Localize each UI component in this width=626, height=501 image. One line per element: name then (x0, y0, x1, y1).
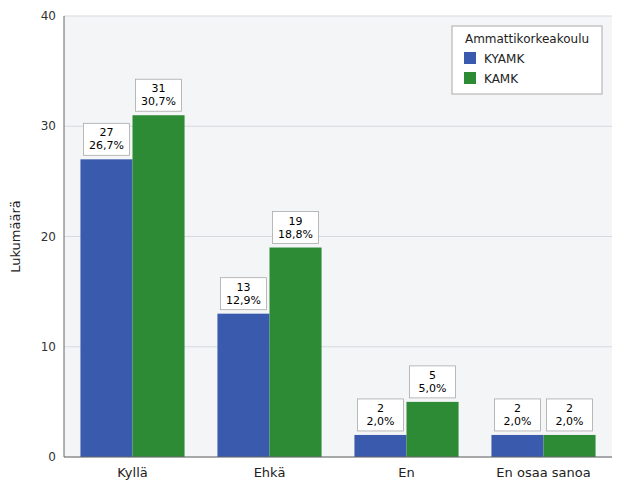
bar (133, 115, 185, 457)
data-label: 1312,9% (226, 281, 261, 307)
data-label-box (220, 278, 266, 310)
data-label: 22,0% (503, 402, 531, 428)
legend-swatch (464, 72, 476, 84)
data-label-box (547, 399, 593, 431)
data-label-line: 18,8% (278, 228, 313, 241)
data-label: 55,0% (419, 369, 447, 395)
bar (491, 435, 543, 457)
data-label-line: 30,7% (141, 95, 176, 108)
data-label: 22,0% (556, 402, 584, 428)
x-tick-label: Ehkä (254, 465, 286, 480)
data-label-box (357, 399, 403, 431)
data-label-line: 2 (377, 402, 384, 415)
legend-title: Ammattikorkeakoulu (465, 32, 589, 46)
data-label-line: 2,0% (503, 415, 531, 428)
data-label-line: 2,0% (366, 415, 394, 428)
bar (544, 435, 596, 457)
data-label-line: 13 (236, 281, 250, 294)
data-label-line: 31 (152, 82, 166, 95)
y-axis-label: Lukumäärä (8, 200, 23, 273)
data-label-line: 5,0% (419, 382, 447, 395)
bar (354, 435, 406, 457)
bar (80, 159, 132, 457)
data-label-line: 2,0% (556, 415, 584, 428)
data-label-line: 12,9% (226, 294, 261, 307)
y-tick-label: 20 (41, 230, 56, 244)
data-label-line: 26,7% (89, 139, 124, 152)
x-tick-label: En (398, 465, 414, 480)
data-label-line: 27 (99, 126, 113, 139)
legend-swatch (464, 52, 476, 64)
x-tick-label: Kyllä (117, 465, 147, 480)
data-label: 3130,7% (141, 82, 176, 108)
grid-line (64, 16, 612, 17)
data-label-box (273, 212, 319, 244)
x-tick-label: En osaa sanoa (496, 465, 590, 480)
data-label: 22,0% (366, 402, 394, 428)
bar (217, 314, 269, 457)
data-label-line: 5 (429, 369, 436, 382)
bars (80, 115, 595, 457)
legend-label: KYAMK (484, 52, 525, 66)
y-tick-label: 30 (41, 119, 56, 133)
data-label-box (410, 366, 456, 398)
legend-label: KAMK (484, 72, 519, 86)
bar (270, 248, 322, 457)
x-axis-line (64, 457, 612, 458)
data-label-line: 2 (514, 402, 521, 415)
plot-area (64, 16, 612, 457)
data-label-box (83, 123, 129, 155)
data-label-box (494, 399, 540, 431)
page: {"chart_data": { "type": "bar", "categor… (0, 0, 626, 501)
legend-box (452, 26, 602, 94)
data-label: 2726,7% (89, 126, 124, 152)
y-axis-line (64, 16, 65, 457)
data-label-line: 19 (289, 215, 303, 228)
y-tick-label: 0 (48, 450, 56, 464)
y-tick-label: 40 (41, 9, 56, 23)
data-label-box (136, 79, 182, 111)
chart: 0 10 20 30 40 Lukumäärä Kyllä Ehkä En En osaa san… (0, 0, 626, 501)
data-label: 1918,8% (278, 215, 313, 241)
bar (407, 402, 459, 457)
data-label-line: 2 (566, 402, 573, 415)
grid-line (64, 457, 612, 458)
y-tick-label: 10 (41, 340, 56, 354)
